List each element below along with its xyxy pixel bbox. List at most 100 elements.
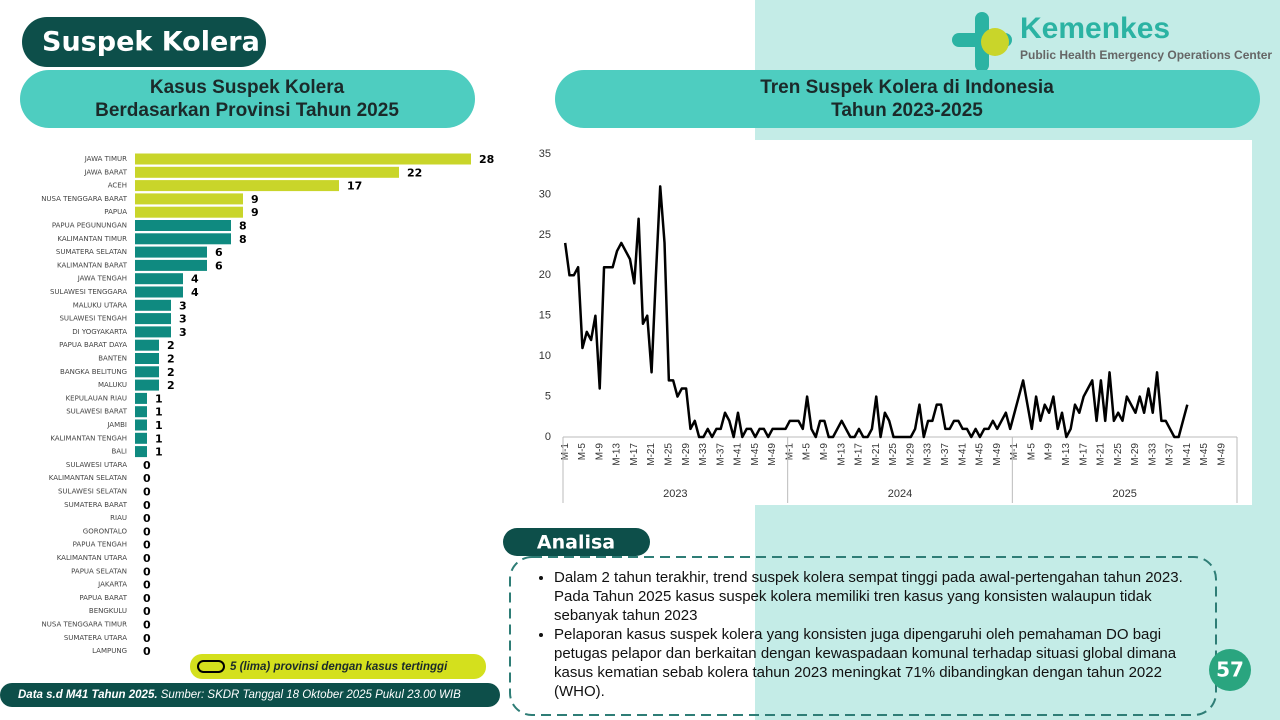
x-tick-label: M-13 [612, 443, 623, 466]
legend-icon [197, 660, 225, 673]
category-label: NUSA TENGGARA BARAT [41, 195, 128, 203]
value-label: 0 [143, 565, 151, 578]
bar [135, 339, 159, 351]
x-tick-label: M-49 [1217, 443, 1228, 466]
x-tick-label: M-29 [681, 443, 692, 466]
value-label: 0 [143, 592, 151, 605]
bar [135, 326, 171, 338]
x-tick-label: M-45 [975, 443, 986, 466]
value-label: 0 [143, 499, 151, 512]
value-label: 0 [143, 539, 151, 552]
y-tick-label: 30 [539, 188, 551, 200]
analysis-text: Dalam 2 tahun terakhir, trend suspek kol… [520, 568, 1200, 701]
bar [135, 366, 159, 378]
value-label: 2 [167, 366, 175, 379]
x-tick-label: M-37 [715, 443, 726, 466]
x-tick-label: M-25 [1113, 443, 1124, 466]
value-label: 2 [167, 379, 175, 392]
x-tick-label: M-17 [629, 443, 640, 466]
category-label: DI YOGYAKARTA [72, 328, 127, 336]
x-tick-label: M-41 [733, 443, 744, 466]
x-tick-label: M-41 [957, 443, 968, 466]
logo-name: Kemenkes [1020, 12, 1170, 45]
value-label: 0 [143, 605, 151, 618]
bar [135, 353, 159, 364]
category-label: KALIMANTAN BARAT [57, 261, 128, 269]
bar [135, 299, 171, 311]
category-label: NUSA TENGGARA TIMUR [42, 621, 128, 629]
analysis-box [509, 556, 1217, 716]
x-tick-label: M-25 [663, 443, 674, 466]
bullets: Dalam 2 tahun terakhir, trend suspek kol… [520, 568, 1200, 701]
category-label: SULAWESI TENGAH [59, 315, 127, 323]
title-pill [22, 17, 266, 67]
x-tick-label: M-21 [646, 443, 657, 466]
value-label: 0 [143, 632, 151, 645]
category-label: PAPUA BARAT DAYA [59, 341, 127, 349]
category-label: JAKARTA [97, 581, 127, 589]
x-tick-label: M-41 [1182, 443, 1193, 466]
legend-label: 5 (lima) provinsi dengan kasus tertinggi [230, 661, 448, 673]
category-label: KALIMANTAN TIMUR [57, 235, 127, 243]
x-tick-label: M-45 [750, 443, 761, 466]
bar [135, 206, 243, 218]
x-tick-label: M-1 [784, 443, 795, 461]
value-label: 28 [479, 153, 494, 166]
category-label: BANTEN [98, 355, 127, 363]
bar [135, 233, 231, 245]
logo-icon [952, 12, 1012, 72]
x-tick-label: M-17 [1078, 443, 1089, 466]
category-label: ACEH [108, 182, 127, 190]
value-label: 1 [155, 432, 163, 445]
value-label: 6 [215, 259, 223, 272]
category-label: KALIMANTAN TENGAH [50, 434, 127, 442]
x-tick-label: M-5 [802, 443, 813, 461]
y-tick-label: 15 [539, 310, 551, 322]
bar [135, 446, 147, 458]
x-tick-label: M-49 [992, 443, 1003, 466]
x-tick-label: M-29 [1130, 443, 1141, 466]
value-label: 1 [155, 446, 163, 459]
value-label: 1 [155, 406, 163, 419]
x-tick-label: M-13 [836, 443, 847, 466]
page-badge [1209, 649, 1251, 691]
category-label: KALIMANTAN UTARA [57, 554, 127, 562]
value-label: 0 [143, 525, 151, 538]
bar [135, 193, 243, 205]
page-number: 57 [1216, 658, 1244, 682]
value-label: 4 [191, 286, 199, 299]
value-label: 9 [251, 206, 259, 219]
x-tick-label: M-49 [767, 443, 778, 466]
x-tick-label: M-21 [871, 443, 882, 466]
category-label: JAWA TENGAH [77, 275, 127, 283]
value-label: 8 [239, 233, 247, 246]
page-title: Suspek Kolera [42, 27, 260, 58]
value-label: 0 [143, 512, 151, 525]
line-plot-bg [555, 140, 1252, 505]
bar-title-pill [20, 70, 475, 128]
value-label: 6 [215, 246, 223, 259]
category-label: BALI [111, 448, 127, 456]
y-tick-label: 10 [539, 350, 551, 362]
category-label: PAPUA [104, 208, 127, 216]
value-label: 3 [179, 313, 187, 326]
x-tick-label: M-25 [888, 443, 899, 466]
value-label: 1 [155, 392, 163, 405]
bar [135, 406, 147, 418]
value-label: 0 [143, 552, 151, 565]
chart-title: Tren Suspek Kolera di Indonesia [760, 77, 1054, 98]
category-label: KEPULAUAN RIAU [66, 394, 127, 402]
x-tick-label: M-9 [1044, 443, 1055, 461]
category-label: RIAU [110, 514, 127, 522]
bar [135, 313, 171, 325]
value-label: 0 [143, 619, 151, 632]
category-label: PAPUA SELATAN [71, 567, 127, 575]
bar [135, 286, 183, 298]
analysis-pill [503, 528, 650, 556]
category-label: BANGKA BELITUNG [60, 368, 127, 376]
y-tick-label: 25 [539, 229, 551, 241]
y-tick-label: 20 [539, 269, 551, 281]
value-label: 2 [167, 353, 175, 366]
bar [135, 432, 147, 444]
